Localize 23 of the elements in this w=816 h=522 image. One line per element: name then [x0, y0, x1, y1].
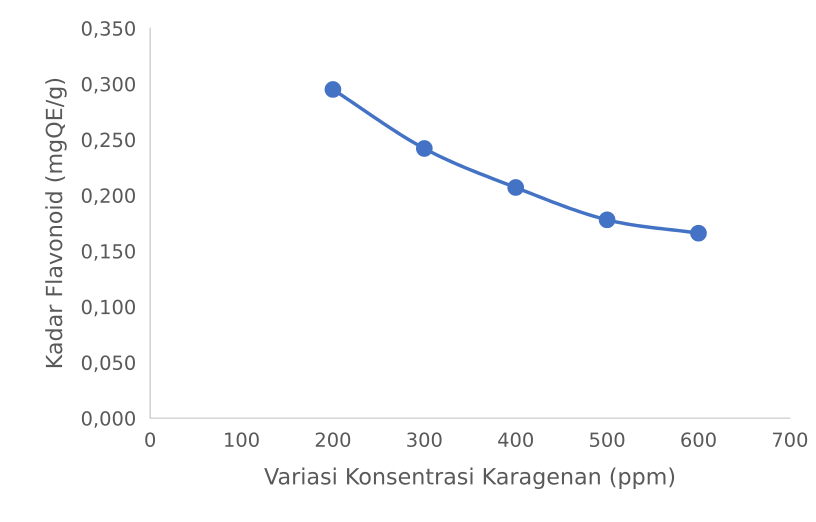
point [598, 211, 616, 228]
point [324, 81, 342, 98]
x-axis-title: Variasi Konsentrasi Karagenan (ppm) [264, 467, 674, 490]
y-tick-label: 0,000 [82, 411, 135, 428]
y-tick-label: 0,300 [82, 76, 135, 94]
y-tick-label: 0,200 [82, 188, 135, 205]
x-tick-label: 300 [407, 432, 442, 448]
x-tick-label: 0 [145, 432, 156, 448]
x-tick-label: 600 [681, 432, 716, 448]
x-tick-label: 700 [772, 432, 808, 448]
y-tick-label: 0,100 [82, 300, 135, 316]
x-tick-label: 200 [316, 432, 350, 448]
point [507, 179, 524, 196]
x-tick-label: 500 [590, 432, 624, 448]
point [690, 224, 707, 242]
y-tick-label: 0,250 [82, 132, 135, 150]
y-tick-label: 0,350 [82, 21, 135, 38]
y-tick-label: 0,150 [82, 244, 135, 261]
y-axis-title: Kadar Flavonoid (mgQE/g) [45, 78, 67, 368]
point [416, 140, 433, 157]
x-tick-label: 400 [498, 432, 533, 448]
x-tick-label: 100 [225, 432, 259, 448]
y-tick-label: 0,050 [82, 355, 135, 372]
